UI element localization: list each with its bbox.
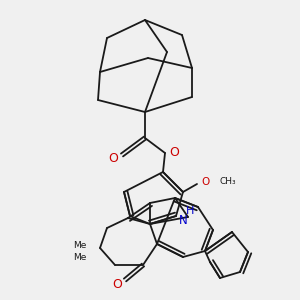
Text: H: H [186,206,194,216]
Text: O: O [201,177,209,187]
Text: O: O [169,146,179,160]
Text: O: O [108,152,118,164]
Text: CH₃: CH₃ [219,178,236,187]
Text: N: N [178,214,188,227]
Text: Me: Me [73,254,86,262]
Text: Me: Me [73,242,86,250]
Text: O: O [112,278,122,292]
